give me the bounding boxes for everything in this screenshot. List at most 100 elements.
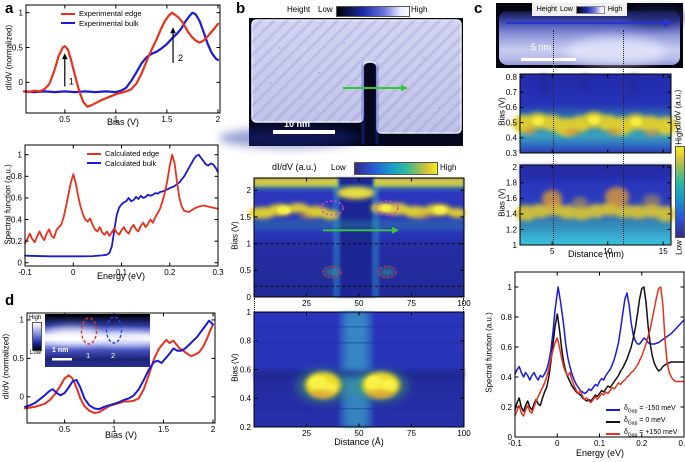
edge-state-column-left	[333, 178, 340, 297]
legend-label: Experimental edge	[79, 9, 142, 19]
svg-text:0: 0	[247, 293, 252, 302]
svg-text:1.4: 1.4	[506, 210, 518, 219]
svg-text:0.1: 0.1	[116, 268, 128, 277]
a-top-axes: 0.5 1 1.5 2 0 0.5 1 1 2	[12, 4, 221, 124]
legend-row: δGap = 0 meV	[606, 416, 677, 428]
modulation-bulge-right	[605, 187, 629, 207]
legend-row: Experimental edge	[61, 9, 142, 19]
profile-arrow	[323, 226, 399, 234]
svg-text:0.3: 0.3	[506, 149, 518, 158]
svg-text:0.4: 0.4	[501, 373, 513, 382]
guide-dotted-line-left	[553, 30, 554, 244]
legend-value: = 0 meV	[637, 417, 666, 425]
edge-state-ellipse-left	[322, 265, 342, 279]
svg-text:0.8: 0.8	[506, 73, 518, 82]
d-axes: 0.5 1 1.5 2 0 0.5 1	[13, 312, 216, 434]
panel-c-legend: δGap = -150 meV δGap = 0 meV δGap = +150…	[606, 404, 677, 440]
svg-text:0.4: 0.4	[506, 134, 518, 143]
topo-scalebar-label: 5 nm	[531, 42, 552, 52]
legend-line-black	[606, 420, 620, 424]
svg-text:0.8: 0.8	[501, 313, 513, 322]
a-bottom-axes: -0.1 0 0.1 0.2 0.300.20.40.60.81	[11, 144, 224, 277]
panel-b-mid-ylabel: Bias (V)	[230, 221, 240, 250]
height-colorbar-title: Height	[536, 6, 557, 13]
height-colorbar-high-label: High	[411, 5, 428, 14]
svg-text:1: 1	[513, 241, 518, 250]
svg-text:0.4: 0.4	[240, 394, 252, 403]
didv-colorbar	[354, 162, 438, 175]
svg-text:0: 0	[20, 393, 25, 402]
svg-text:0: 0	[71, 268, 76, 277]
height-colorbar-title: Height	[287, 5, 311, 14]
panel-d-inset-topography-image	[45, 314, 150, 367]
bulk-peak-ellipse-right	[375, 200, 399, 216]
panel-b-didv-map: 25 50 75 100 0 0.5 1 1.5 2	[240, 177, 471, 308]
height-colorbar	[575, 5, 605, 14]
svg-text:0.5: 0.5	[240, 266, 252, 275]
svg-text:1.5: 1.5	[240, 213, 252, 222]
svg-text:0.2: 0.2	[164, 268, 176, 277]
panel-c-xlabel: Distance (nm)	[567, 249, 624, 259]
panel-c-bottom-chart: -0.100.10.20.300.20.40.60.81	[501, 271, 685, 448]
legend-row: Experimental bulk	[61, 19, 142, 29]
svg-text:2: 2	[247, 186, 252, 195]
c-map-low-axes: 0.3 0.4 0.5 0.6 0.7 0.8	[506, 73, 672, 158]
zoom-connector-right	[463, 298, 464, 312]
legend-delta: δ	[624, 417, 628, 425]
svg-text:0.6: 0.6	[506, 103, 518, 112]
didv-colorbar-title: dI/dV (a.u.)	[272, 162, 317, 172]
edge-state-blob-left	[305, 372, 341, 398]
topo-scalebar-line	[273, 130, 335, 134]
svg-text:1.5: 1.5	[161, 115, 173, 124]
legend-row: δGap = +150 meV	[606, 428, 677, 440]
svg-text:2: 2	[216, 115, 221, 124]
svg-text:0.3: 0.3	[678, 439, 685, 448]
legend-line-blue	[61, 22, 75, 25]
edge-state-ellipse-right	[377, 265, 397, 279]
legend-line-red	[87, 152, 101, 155]
svg-text:0.5: 0.5	[506, 118, 518, 127]
guide-dotted-line-right	[623, 30, 624, 244]
svg-text:2: 2	[178, 53, 183, 63]
svg-text:0.3: 0.3	[212, 268, 224, 277]
height-colorbar-high-label: High	[607, 6, 623, 13]
topo-scalebar-label: 10 nm	[284, 119, 311, 129]
inset-colorbar-low-label: Low	[30, 350, 42, 356]
svg-text:0.5: 0.5	[12, 43, 24, 52]
legend-line-blue	[606, 408, 620, 412]
inset-site-2-label: 2	[111, 351, 116, 360]
legend-sub: Gap	[627, 432, 638, 439]
panel-c-bottom-ylabel: Spectral function (a.u.)	[484, 312, 494, 393]
inset-ellipse-site-1	[80, 317, 98, 345]
panel-c-didv-map-high-bias: 5 10 15 1 1.2 1.4 1.6 1.8 2	[506, 163, 676, 256]
panel-c-bottom-xlabel: Energy (eV)	[575, 448, 625, 458]
legend-sub: Gap	[627, 420, 638, 427]
inset-site-1-label: 1	[86, 351, 91, 360]
svg-text:0.6: 0.6	[11, 194, 23, 203]
profile-arrow-blue	[506, 18, 673, 28]
svg-text:0: 0	[19, 78, 24, 87]
bulk-peak-ellipse-left	[320, 200, 344, 216]
svg-text:50: 50	[355, 299, 364, 308]
panel-d-chart: 0.5 1 1.5 2 0 0.5 1	[13, 312, 216, 434]
svg-text:100: 100	[457, 299, 471, 308]
panel-a-top-ylabel: dI/dV (normalized)	[4, 24, 14, 91]
svg-text:75: 75	[407, 429, 416, 438]
edge-state-blob-right	[362, 372, 400, 398]
c-didv-colorbar	[675, 146, 685, 238]
panel-a-bottom-chart: -0.1 0 0.1 0.2 0.300.20.40.60.81	[11, 144, 224, 277]
inset-scalebar-line	[52, 358, 72, 361]
panel-a-bottom-xlabel: Energy (eV)	[96, 271, 146, 281]
svg-text:1: 1	[20, 316, 25, 325]
svg-text:2: 2	[211, 425, 216, 434]
legend-delta: δ	[624, 405, 628, 413]
b-bot-map-axes: 25 50 75 100 0.2 0.4 0.6 0.8 1	[240, 308, 471, 438]
inset-scalebar-label: 1 nm	[52, 347, 69, 354]
legend-value: = -150 meV	[637, 405, 676, 413]
svg-text:0.4: 0.4	[11, 215, 23, 224]
svg-text:1: 1	[247, 239, 252, 248]
svg-text:0: 0	[508, 433, 513, 442]
svg-text:75: 75	[407, 299, 416, 308]
svg-text:0: 0	[555, 439, 560, 448]
